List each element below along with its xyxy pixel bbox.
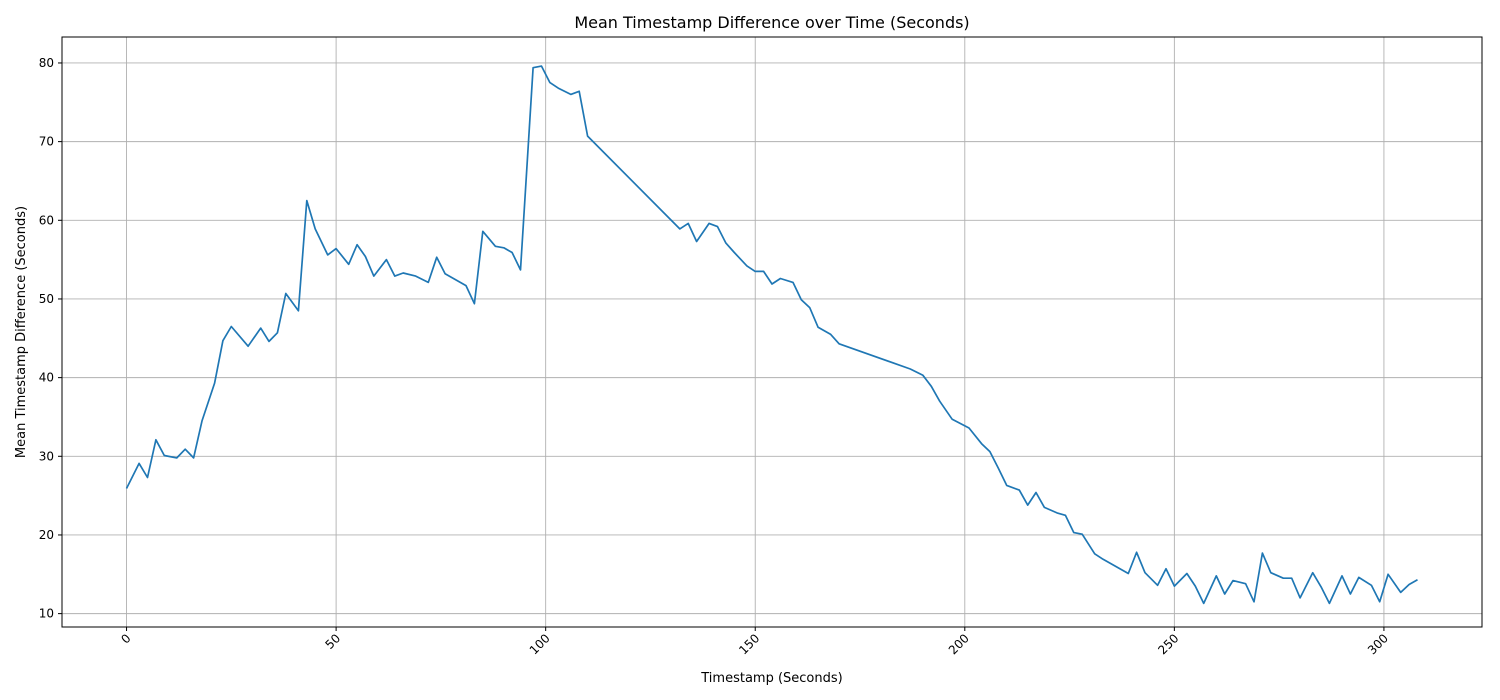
y-tick-label: 40 <box>39 371 54 385</box>
y-tick-label: 20 <box>39 528 54 542</box>
y-tick-label: 80 <box>39 56 54 70</box>
x-tick-label: 200 <box>946 631 972 657</box>
x-tick-label: 100 <box>527 631 553 657</box>
y-tick-label: 60 <box>39 213 54 227</box>
x-axis-label: Timestamp (Seconds) <box>700 671 842 686</box>
x-tick-label: 150 <box>736 631 762 657</box>
plot-frame <box>61 36 1483 628</box>
chart-title: Mean Timestamp Difference over Time (Sec… <box>574 13 969 32</box>
series-line <box>125 65 1418 605</box>
x-tick-label: 50 <box>323 631 344 652</box>
y-tick-label: 10 <box>39 607 54 621</box>
data-series <box>125 65 1418 605</box>
y-tick-label: 30 <box>39 449 54 463</box>
y-axis-ticks: 10 20 30 40 50 60 70 80 <box>39 56 62 621</box>
x-axis-ticks: 0 50 100 150 200 250 300 <box>118 627 1391 657</box>
x-tick-label: 300 <box>1365 631 1391 657</box>
y-tick-label: 70 <box>39 135 54 149</box>
y-tick-label: 50 <box>39 292 54 306</box>
x-tick-label: 250 <box>1155 631 1181 657</box>
x-tick-label: 0 <box>118 631 133 646</box>
y-axis-label: Mean Timestamp Difference (Seconds) <box>14 206 29 458</box>
plot-background <box>62 37 1482 627</box>
